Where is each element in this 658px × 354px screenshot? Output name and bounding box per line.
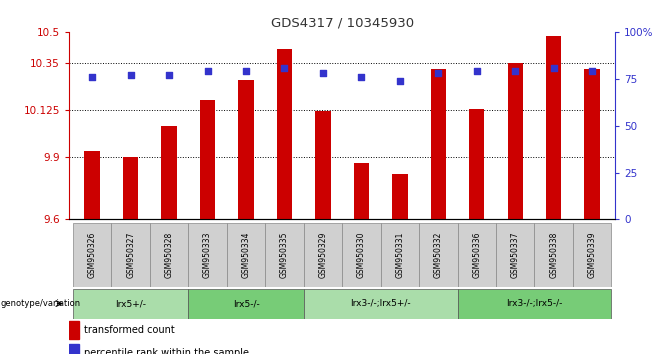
Bar: [123, 157, 138, 219]
Text: lrx5+/-: lrx5+/-: [115, 299, 146, 308]
Point: [318, 70, 328, 76]
Text: GSM950332: GSM950332: [434, 232, 443, 278]
Text: lrx3-/-;lrx5+/-: lrx3-/-;lrx5+/-: [350, 299, 411, 308]
Bar: [419, 223, 457, 287]
Point: [279, 65, 290, 70]
Bar: [457, 223, 496, 287]
Bar: [265, 223, 304, 287]
Text: GSM950326: GSM950326: [88, 232, 97, 278]
Text: GSM950335: GSM950335: [280, 232, 289, 278]
Point: [241, 68, 251, 74]
Bar: [354, 163, 369, 219]
Text: GSM950336: GSM950336: [472, 232, 481, 278]
Text: GSM950329: GSM950329: [318, 232, 328, 278]
Text: GSM950339: GSM950339: [588, 232, 597, 278]
Point: [202, 68, 213, 74]
Bar: [457, 289, 611, 319]
Text: transformed count: transformed count: [84, 325, 175, 335]
Bar: [315, 111, 330, 219]
Point: [433, 70, 443, 76]
Text: GSM950333: GSM950333: [203, 232, 212, 278]
Bar: [380, 223, 419, 287]
Point: [87, 74, 97, 80]
Bar: [150, 223, 188, 287]
Text: GSM950338: GSM950338: [549, 232, 558, 278]
Bar: [73, 289, 188, 319]
Bar: [238, 80, 254, 219]
Bar: [573, 223, 611, 287]
Point: [356, 74, 367, 80]
Text: GSM950337: GSM950337: [511, 232, 520, 278]
Point: [587, 68, 597, 74]
Text: lrx3-/-;lrx5-/-: lrx3-/-;lrx5-/-: [506, 299, 563, 308]
Bar: [392, 173, 407, 219]
Bar: [69, 344, 79, 354]
Bar: [430, 69, 446, 219]
Text: GSM950328: GSM950328: [164, 232, 174, 278]
Text: GSM950334: GSM950334: [241, 232, 251, 278]
Bar: [188, 223, 227, 287]
Title: GDS4317 / 10345930: GDS4317 / 10345930: [270, 16, 414, 29]
Bar: [161, 126, 177, 219]
Bar: [188, 289, 304, 319]
Bar: [507, 63, 523, 219]
Text: genotype/variation: genotype/variation: [1, 299, 81, 308]
Bar: [84, 151, 100, 219]
Point: [164, 72, 174, 78]
Bar: [342, 223, 380, 287]
Text: GSM950327: GSM950327: [126, 232, 135, 278]
Text: GSM950331: GSM950331: [395, 232, 405, 278]
Point: [548, 65, 559, 70]
Bar: [546, 36, 561, 219]
Point: [510, 68, 520, 74]
Bar: [304, 223, 342, 287]
Bar: [584, 69, 600, 219]
Point: [395, 78, 405, 84]
Bar: [200, 99, 215, 219]
Bar: [304, 289, 457, 319]
Bar: [69, 321, 79, 339]
Text: GSM950330: GSM950330: [357, 232, 366, 278]
Bar: [277, 48, 292, 219]
Text: lrx5-/-: lrx5-/-: [233, 299, 259, 308]
Bar: [534, 223, 573, 287]
Bar: [73, 223, 111, 287]
Point: [472, 68, 482, 74]
Bar: [111, 223, 150, 287]
Bar: [469, 109, 484, 219]
Text: percentile rank within the sample: percentile rank within the sample: [84, 348, 249, 354]
Bar: [496, 223, 534, 287]
Bar: [227, 223, 265, 287]
Point: [126, 72, 136, 78]
